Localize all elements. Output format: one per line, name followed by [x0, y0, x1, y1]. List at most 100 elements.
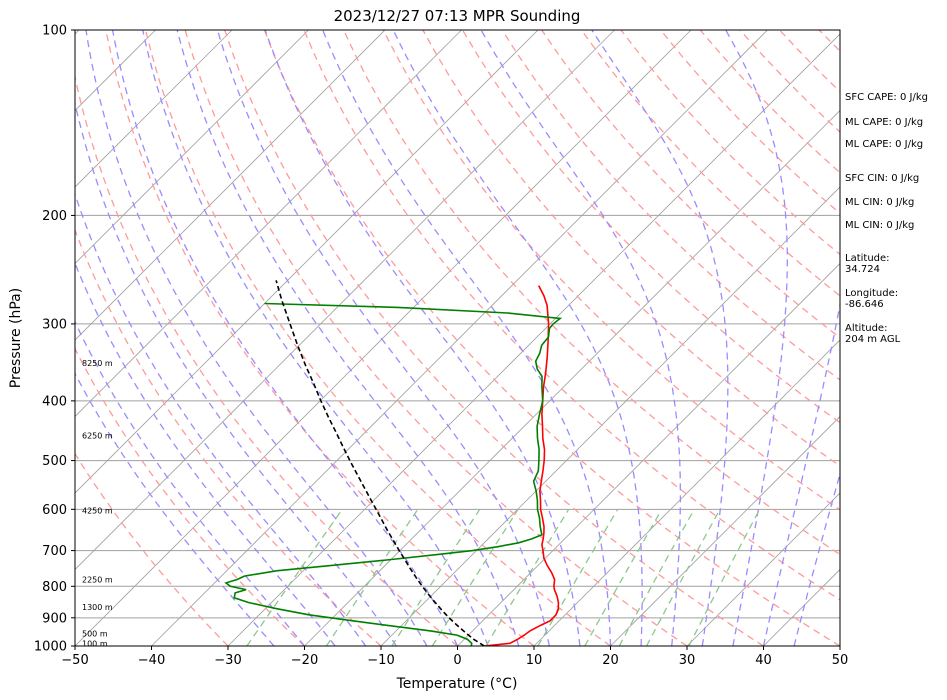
dry-adiabat-line: [224, 30, 764, 646]
x-tick-label: 50: [832, 653, 849, 668]
parcel-profile-line: [275, 280, 485, 646]
x-tick-label: −10: [367, 653, 394, 668]
altitude-value: 204 m AGL: [845, 334, 901, 345]
x-tick-label: 20: [602, 653, 619, 668]
y-tick-label: 500: [42, 454, 67, 469]
mixing-ratio-line: [688, 508, 761, 646]
height-label: 6250 m: [82, 431, 113, 440]
dry-adiabat-line: [75, 347, 305, 646]
isotherm-line: [75, 30, 386, 341]
height-label: 2250 m: [82, 576, 113, 585]
temperature-profile-line: [484, 285, 560, 646]
x-tick-label: −30: [214, 653, 241, 668]
y-tick-label: 600: [42, 503, 67, 518]
moist-adiabat-line: [75, 192, 367, 646]
isotherm-line: [75, 30, 539, 494]
dry-adiabat-line: [105, 30, 535, 646]
isotherm-line: [75, 30, 309, 265]
dry-adiabat-line: [184, 30, 688, 646]
plot-frame: [74, 29, 841, 647]
isotherm-line: [380, 186, 840, 646]
x-axis-title: Temperature (°C): [396, 676, 518, 692]
y-tick-label: 900: [42, 611, 67, 626]
dry-adiabat-line: [144, 30, 611, 646]
dry-adiabat-line: [501, 30, 840, 381]
isotherm-line: [686, 492, 840, 646]
dewpoint-profile-line: [224, 302, 563, 646]
height-label: 100 m: [82, 639, 108, 648]
x-tick-label: −50: [61, 653, 88, 668]
mixing-ratio-line: [325, 508, 419, 646]
mixing-ratio-line: [584, 508, 663, 646]
sfc-cin-value: SFC CIN: 0 J/kg: [845, 173, 920, 184]
altitude-label: Altitude:: [845, 323, 888, 334]
isotherm-line: [75, 30, 615, 571]
ml-cin-value: ML CIN: 0 J/kg: [845, 197, 915, 208]
isotherm-line: [151, 30, 768, 646]
moist-adiabat-line: [725, 30, 788, 646]
y-tick-label: 100: [42, 24, 67, 39]
ml-cape-value: ML CAPE: 0 J/kg: [845, 117, 924, 128]
mixing-ratio-line: [391, 508, 481, 646]
moist-adiabat-line: [264, 30, 581, 646]
moist-adiabat-line: [75, 261, 336, 646]
isotherm-line: [227, 33, 840, 646]
dry-adiabat-line: [75, 452, 229, 646]
dry-adiabat-line: [263, 30, 840, 646]
mixing-ratio-line: [646, 508, 721, 646]
x-axis: −50 −40 −30 −20 −10 0 10 20 30 40 50: [61, 646, 848, 668]
moist-adiabat-line: [322, 30, 612, 646]
isotherm-line: [0, 30, 3, 646]
y-axis-title: Pressure (hPa): [8, 288, 24, 388]
moist-adiabat-line: [142, 30, 489, 646]
isotherm-line: [304, 109, 840, 646]
ml-cin-value-2: ML CIN: 0 J/kg: [845, 220, 915, 231]
dry-adiabat-line: [461, 30, 840, 424]
x-tick-label: 0: [453, 653, 461, 668]
latitude-label: Latitude:: [845, 253, 890, 264]
isotherm-line: [75, 30, 233, 188]
dry-adiabat-line: [343, 30, 840, 556]
x-tick-label: −40: [138, 653, 165, 668]
mixing-ratio-line: [431, 508, 519, 646]
mixing-ratio-line: [618, 508, 695, 646]
y-tick-label: 200: [42, 209, 67, 224]
height-label: 1300 m: [82, 603, 113, 612]
moist-adiabat-line: [591, 30, 729, 646]
moist-adiabat-line: [216, 30, 550, 646]
y-axis: 100 200 300 400 500 600 700 800 900 1000: [34, 24, 75, 655]
y-tick-label: 300: [42, 317, 67, 332]
dry-adiabat-line: [303, 30, 840, 601]
background-lines: [0, 30, 840, 646]
isotherm-line: [75, 30, 462, 418]
chart-title: 2023/12/27 07:13 MPR Sounding: [334, 7, 581, 25]
height-label: 500 m: [82, 630, 108, 639]
isotherm-line: [457, 262, 840, 646]
moist-adiabat-line: [392, 30, 643, 646]
moist-adiabat-line: [480, 30, 682, 646]
moist-adiabat-line: [75, 100, 397, 646]
y-tick-label: 1000: [34, 640, 67, 655]
height-label: 4250 m: [82, 507, 113, 516]
height-label: 8250 m: [82, 359, 113, 368]
longitude-value: -86.646: [845, 299, 884, 310]
mixing-ratio-line: [246, 508, 343, 646]
data-lines: [224, 280, 563, 646]
moist-adiabat-line: [75, 320, 305, 646]
x-tick-label: 40: [755, 653, 772, 668]
dry-adiabat-line: [75, 74, 458, 646]
isotherm-line: [533, 339, 840, 646]
x-tick-label: 30: [679, 653, 696, 668]
longitude-label: Longitude:: [845, 288, 899, 299]
mixing-ratio-line: [485, 508, 570, 646]
y-tick-label: 400: [42, 394, 67, 409]
mixing-ratio-line: [537, 508, 619, 646]
x-tick-label: −20: [291, 653, 318, 668]
isotherm-line: [610, 415, 840, 646]
ml-cape-value-2: ML CAPE: 0 J/kg: [845, 139, 924, 150]
isotherm-line: [75, 30, 692, 646]
latitude-value: 34.724: [845, 264, 880, 275]
sfc-cape-value: SFC CAPE: 0 J/kg: [845, 92, 928, 103]
